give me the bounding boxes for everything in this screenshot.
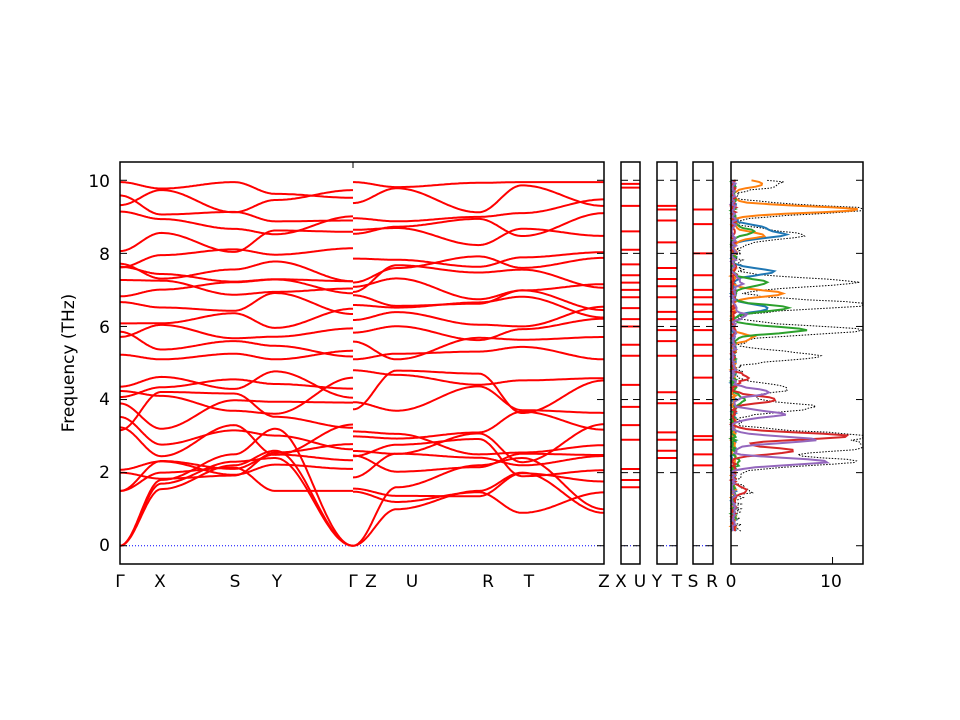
acoustic-band: [119, 427, 354, 547]
x-tick-label-s: S: [230, 572, 241, 592]
band-line: [120, 376, 353, 415]
band-line: [353, 345, 604, 361]
x-tick-labels: Γ X S Y Γ Z U R T Z X U Y T S R 0 10: [115, 572, 842, 592]
x-tick-label-u2: U: [634, 572, 646, 592]
y-tick-label: 8: [99, 245, 110, 265]
x-tick-label-z2: Z: [598, 572, 610, 592]
acoustic-band: [119, 449, 354, 547]
band-line: [120, 370, 354, 399]
band-line: [353, 317, 604, 342]
x-tick-label-r2: R: [706, 572, 718, 592]
band-line: [120, 292, 353, 315]
band-line: [120, 279, 353, 296]
x-tick-label-y2: Y: [651, 572, 663, 592]
band-line: [353, 410, 604, 440]
y-tick-label: 0: [99, 536, 110, 556]
band-line: [120, 307, 354, 329]
band-line: [352, 438, 604, 478]
y-tick-label: 4: [99, 390, 110, 410]
band-panel-main: [119, 161, 605, 565]
band-panel-xu: [620, 161, 641, 565]
x-tick-label-gamma2: Γ: [348, 572, 358, 592]
dos-tick-label-10: 10: [820, 572, 842, 592]
acoustic-band: [119, 457, 354, 547]
band-panel-sr: [692, 161, 714, 565]
band-line: [353, 452, 604, 479]
band-line: [119, 460, 353, 476]
band-line: [120, 181, 353, 199]
band-line: [353, 452, 604, 473]
x-tick-label-u: U: [406, 572, 418, 592]
dos-tick-label-0: 0: [726, 572, 737, 592]
x-tick-label-x2: X: [615, 572, 627, 592]
band-line: [353, 369, 604, 414]
band-line: [353, 289, 605, 312]
x-tick-label-r: R: [482, 572, 494, 592]
band-line: [353, 423, 604, 464]
band-line: [120, 210, 353, 236]
x-tick-label-t: T: [523, 572, 535, 592]
band-line: [120, 416, 353, 451]
band-line: [120, 453, 353, 492]
band-line: [353, 490, 604, 514]
x-tick-label-x: X: [154, 572, 166, 592]
y-axis-title: Frequency (THz): [59, 294, 79, 433]
band-line: [120, 399, 353, 430]
panel-frame: [119, 161, 605, 565]
band-line: [353, 369, 604, 386]
x-tick-label-gamma: Γ: [115, 572, 125, 592]
band-line: [353, 305, 605, 328]
band-line: [120, 349, 353, 361]
panel-frame: [620, 161, 641, 565]
acoustic-band: [352, 457, 605, 547]
band-line: [120, 330, 353, 358]
band-line: [353, 385, 604, 414]
band-line: [120, 194, 353, 223]
x-tick-label-s2: S: [688, 572, 699, 592]
band-line: [353, 430, 604, 456]
y-tick-label: 10: [88, 172, 110, 192]
band-line: [120, 265, 353, 283]
band-line: [353, 212, 605, 237]
band-line: [119, 247, 353, 269]
x-tick-label-t2: T: [671, 572, 683, 592]
dos-total-line: [729, 179, 864, 532]
band-panel-yt: [656, 161, 678, 565]
band-line: [120, 188, 353, 214]
dos-projected-line: [728, 179, 850, 532]
band-line: [352, 184, 604, 214]
band-line: [353, 295, 604, 319]
band-line: [353, 198, 604, 223]
band-line: [352, 277, 604, 301]
band-line: [120, 378, 353, 398]
dos-frame: [730, 161, 864, 565]
band-line: [353, 251, 604, 268]
band-line: [353, 255, 604, 284]
panel-frame: [692, 161, 714, 565]
band-line: [120, 323, 353, 340]
band-line: [120, 260, 353, 283]
dos-panel: [728, 161, 864, 565]
band-line: [353, 227, 604, 247]
band-line: [353, 336, 604, 361]
band-line: [353, 181, 604, 189]
y-tick-label: 6: [99, 318, 110, 338]
x-tick-label-z: Z: [365, 572, 377, 592]
acoustic-band: [353, 471, 604, 547]
y-tick-labels: 0 2 4 6 8 10: [88, 172, 110, 556]
panel-frame: [656, 161, 678, 565]
band-line: [119, 423, 354, 458]
y-tick-label: 2: [99, 463, 110, 483]
x-tick-label-y: Y: [271, 572, 283, 592]
band-line: [119, 391, 353, 432]
